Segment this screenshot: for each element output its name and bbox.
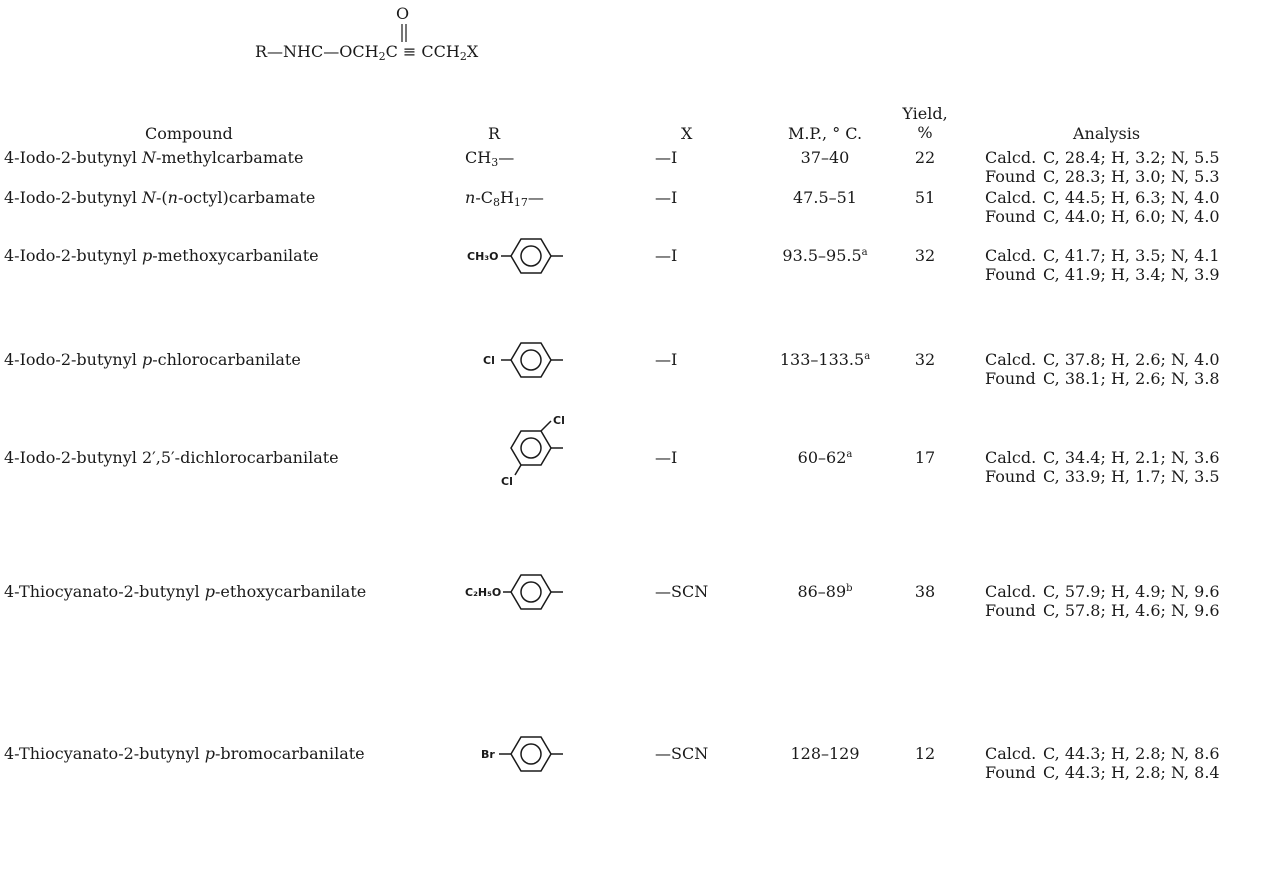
footnote-mark: b <box>846 583 853 594</box>
r-substituent-label: Br <box>481 748 495 761</box>
x-group: —SCN <box>655 582 709 601</box>
melting-point: 93.5–95.5a <box>782 246 868 265</box>
yield-value: 17 <box>914 448 936 467</box>
general-formula: O R—NHC—OCH2C ≡ CCH2X <box>255 0 815 70</box>
analysis: Calcd. C, 41.7; H, 3.5; N, 4.1 Found C, 41… <box>985 246 1220 284</box>
header-x: X <box>681 124 693 143</box>
header-mp: M.P., ° C. <box>787 124 863 143</box>
r-group-structure: C₂H₅O <box>465 566 615 620</box>
footnote-mark: a <box>846 449 853 460</box>
x-group: —I <box>655 188 678 207</box>
r-chloro-top: Cl <box>553 414 565 427</box>
footnote-mark: a <box>864 351 871 362</box>
formula-oxygen: O <box>396 4 410 23</box>
r-substituent-label: CH₃O <box>467 250 498 263</box>
x-group: —I <box>655 148 678 167</box>
melting-point: 86–89b <box>797 582 853 601</box>
compound-name: 4-Iodo-2-butynyl N-methylcarbamate <box>4 148 304 167</box>
melting-point: 37–40 <box>800 148 850 167</box>
r-group-structure: Br <box>465 728 615 782</box>
compound-name: 4-Thiocyanato-2-butynyl p-ethoxycarbanil… <box>4 582 367 601</box>
x-group: —I <box>655 350 678 369</box>
r-substituent-label: Cl <box>483 354 495 367</box>
analysis: Calcd. C, 44.5; H, 6.3; N, 4.0 Found C, 44… <box>985 188 1220 226</box>
r-group: CH3— <box>465 148 515 169</box>
compound-name: 4-Iodo-2-butynyl 2′,5′-dichlorocarbanila… <box>4 448 339 467</box>
benzene-ring-icon: Cl <box>483 342 563 378</box>
melting-point: 133–133.5a <box>779 350 871 369</box>
compound-name: 4-Thiocyanato-2-butynyl p-bromocarbanila… <box>4 744 365 763</box>
melting-point: 47.5–51 <box>793 188 857 207</box>
yield-value: 22 <box>914 148 936 167</box>
yield-value: 51 <box>914 188 936 207</box>
formula-main: R—NHC—OCH2C ≡ CCH2X <box>255 42 479 63</box>
x-group: —I <box>655 246 678 265</box>
header-r: R <box>488 124 501 143</box>
melting-point: 128–129 <box>790 744 860 763</box>
x-group: —SCN <box>655 744 709 763</box>
header-compound: Compound <box>145 124 233 143</box>
yield-value: 32 <box>914 246 936 265</box>
header-yield: Yield, % <box>902 104 948 142</box>
yield-value: 32 <box>914 350 936 369</box>
analysis: Calcd. C, 28.4; H, 3.2; N, 5.5 Found C, 28… <box>985 148 1220 186</box>
x-group: —I <box>655 448 678 467</box>
compound-name: 4-Iodo-2-butynyl N-(n-octyl)carbamate <box>4 188 316 207</box>
dichlorobenzene-ring-icon: Cl Cl <box>501 414 565 488</box>
r-substituent-label: C₂H₅O <box>465 586 501 599</box>
analysis: Calcd. C, 44.3; H, 2.8; N, 8.6 Found C, 44… <box>985 744 1220 782</box>
r-group-structure: CH₃O <box>465 230 615 284</box>
benzene-ring-icon: Br <box>481 736 563 772</box>
compound-name: 4-Iodo-2-butynyl p-chlorocarbanilate <box>4 350 301 369</box>
analysis: Calcd. C, 37.8; H, 2.6; N, 4.0 Found C, 38… <box>985 350 1220 388</box>
formula-double-bond <box>401 24 407 42</box>
benzene-ring-icon: CH₃O <box>467 238 563 274</box>
melting-point: 60–62a <box>797 448 853 467</box>
analysis: Calcd. C, 57.9; H, 4.9; N, 9.6 Found C, 57… <box>985 582 1220 620</box>
benzene-ring-icon: C₂H₅O <box>465 574 563 610</box>
r-chloro-bottom: Cl <box>501 475 513 488</box>
r-group-structure: Cl <box>465 334 615 388</box>
footnote-mark: a <box>861 247 868 258</box>
yield-value: 12 <box>914 744 936 763</box>
yield-value: 38 <box>914 582 936 601</box>
compound-name: 4-Iodo-2-butynyl p-methoxycarbanilate <box>4 246 319 265</box>
analysis: Calcd. C, 34.4; H, 2.1; N, 3.6 Found C, 33… <box>985 448 1220 486</box>
header-analysis: Analysis <box>1073 124 1141 143</box>
r-group: n-C8H17— <box>465 188 544 209</box>
r-group-structure: Cl Cl <box>465 412 615 496</box>
